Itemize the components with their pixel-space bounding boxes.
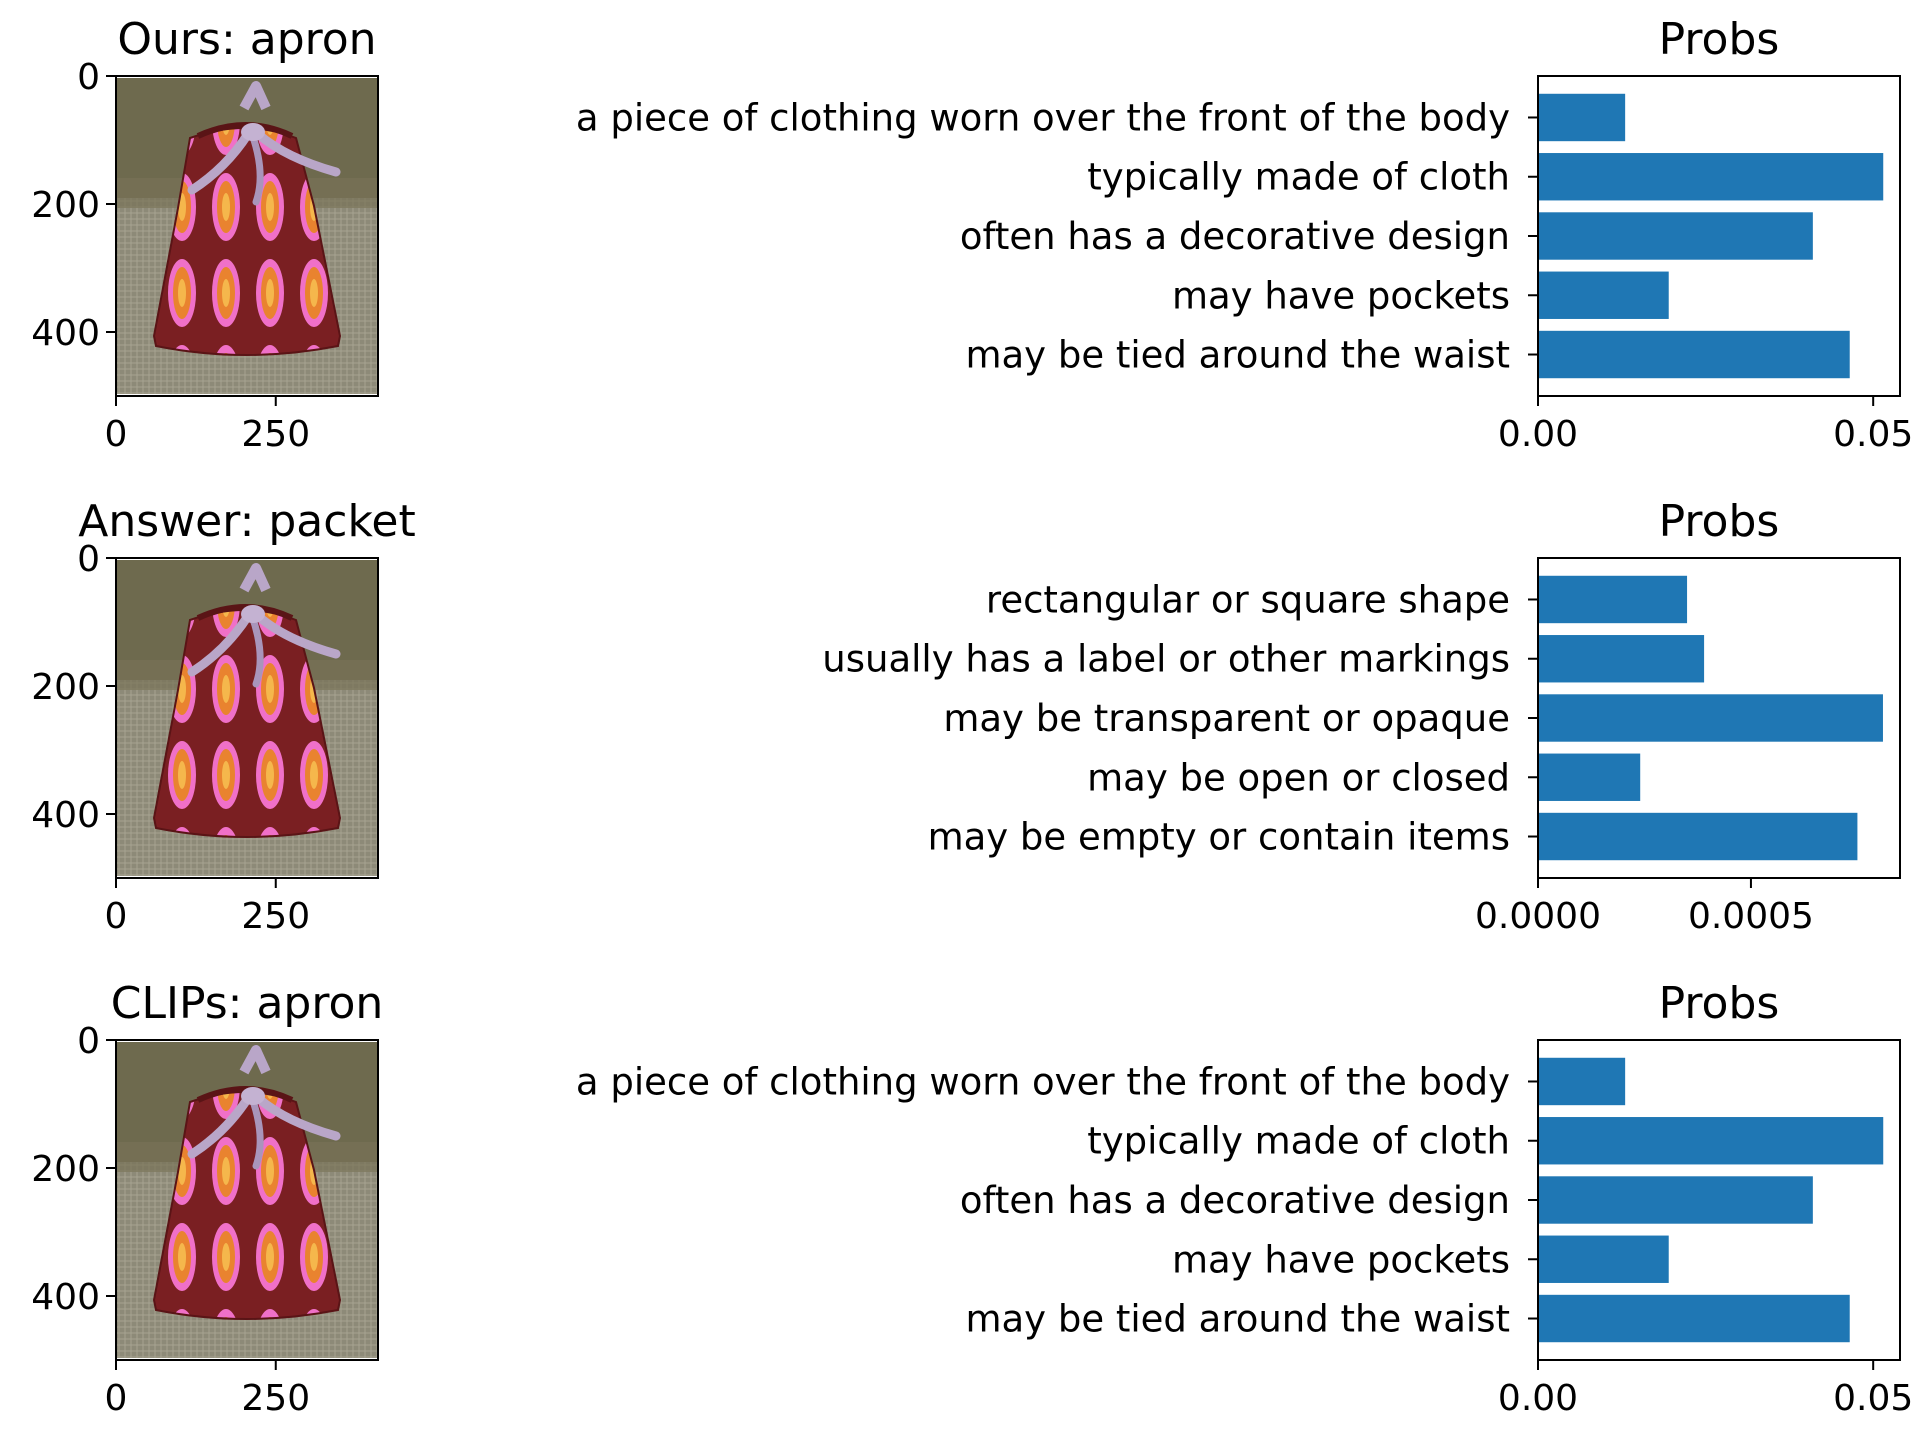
bar <box>1538 93 1626 142</box>
bar-panel-title: Probs <box>1659 978 1780 1029</box>
bar-frame <box>1537 75 1901 397</box>
category-label: usually has a label or other markings <box>822 638 1510 681</box>
y-tick-label: 400 <box>31 1277 100 1318</box>
category-label: typically made of cloth <box>1087 156 1510 199</box>
category-label: typically made of cloth <box>1087 1120 1510 1163</box>
x-tick-label: 0.00 <box>1498 414 1578 455</box>
bar-panel: Probs a piece of clothing worn over the f… <box>576 14 1913 455</box>
category-label: a piece of clothing worn over the front … <box>576 1060 1510 1103</box>
bar-panel: Probs rectangular or square shape usually … <box>822 496 1901 937</box>
category-label: may be open or closed <box>1087 756 1510 799</box>
x-tick-label: 0.05 <box>1833 1378 1913 1419</box>
y-tick-label: 0 <box>77 539 100 580</box>
bar <box>1538 1117 1884 1165</box>
y-tick-label: 0 <box>77 1021 100 1062</box>
bar <box>1538 1294 1850 1343</box>
category-label: may be tied around the waist <box>965 1298 1510 1341</box>
bar <box>1538 753 1641 801</box>
category-label: often has a decorative design <box>960 215 1510 258</box>
bar <box>1538 330 1850 379</box>
x-tick-label: 250 <box>241 1378 310 1419</box>
bar-panel-title: Probs <box>1659 496 1780 547</box>
image-panel: CLIPs: apron 0 200 400 0 250 <box>31 978 383 1419</box>
category-label: may be transparent or opaque <box>943 697 1510 740</box>
category-label: may have pockets <box>1172 274 1510 317</box>
bag-image <box>116 1042 378 1358</box>
bar <box>1538 635 1705 683</box>
image-panel-title: CLIPs: apron <box>111 978 384 1029</box>
x-tick-label: 0 <box>105 896 128 937</box>
y-tick-label: 200 <box>31 1149 100 1190</box>
image-frame <box>115 557 379 879</box>
bar <box>1538 271 1669 319</box>
x-tick-label: 0 <box>105 414 128 455</box>
bar <box>1538 812 1858 861</box>
category-label: rectangular or square shape <box>986 578 1510 621</box>
bar <box>1538 1176 1813 1224</box>
x-tick-label: 0.0000 <box>1475 896 1601 937</box>
y-tick-label: 200 <box>31 667 100 708</box>
y-tick-label: 400 <box>31 795 100 836</box>
image-panel-title: Answer: packet <box>78 496 415 547</box>
image-frame <box>115 1039 379 1361</box>
image-panel-title: Ours: apron <box>117 14 376 65</box>
bar <box>1538 1235 1669 1283</box>
bar-frame <box>1537 557 1901 879</box>
category-label: often has a decorative design <box>960 1179 1510 1222</box>
x-tick-label: 250 <box>241 414 310 455</box>
x-tick-label: 0.0005 <box>1688 896 1814 937</box>
y-tick-label: 400 <box>31 313 100 354</box>
bag-image <box>116 560 378 876</box>
bar <box>1538 212 1813 260</box>
x-tick-label: 0.00 <box>1498 1378 1578 1419</box>
bar <box>1538 575 1688 624</box>
category-label: may have pockets <box>1172 1238 1510 1281</box>
x-tick-label: 0.05 <box>1833 414 1913 455</box>
bar-panel: Probs a piece of clothing worn over the f… <box>576 978 1913 1419</box>
category-label: may be empty or contain items <box>928 816 1510 859</box>
category-label: may be tied around the waist <box>965 334 1510 377</box>
y-tick-label: 0 <box>77 57 100 98</box>
bag-image <box>116 78 378 394</box>
bar-frame <box>1537 1039 1901 1361</box>
image-panel: Ours: apron 0 200 400 0 250 <box>31 14 379 455</box>
y-tick-label: 200 <box>31 185 100 226</box>
bar-panel-title: Probs <box>1659 14 1780 65</box>
bar <box>1538 153 1884 201</box>
category-label: a piece of clothing worn over the front … <box>576 96 1510 139</box>
bar <box>1538 694 1883 742</box>
image-frame <box>115 75 379 397</box>
bar <box>1538 1057 1626 1106</box>
x-tick-label: 0 <box>105 1378 128 1419</box>
x-tick-label: 250 <box>241 896 310 937</box>
